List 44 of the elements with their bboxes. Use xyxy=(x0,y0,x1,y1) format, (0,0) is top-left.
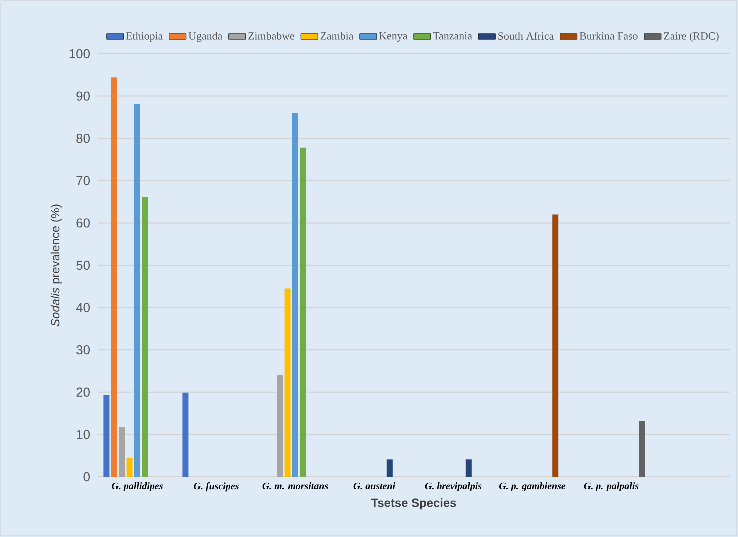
legend-label: Ethiopia xyxy=(126,32,164,42)
bar xyxy=(126,458,133,477)
legend-label: Zambia xyxy=(320,32,354,40)
y-tick-label: 20 xyxy=(76,388,90,397)
legend-label: Tanzania xyxy=(433,32,472,40)
x-tick-label: G. m. morsitans xyxy=(262,482,328,490)
y-tick-label: 30 xyxy=(76,346,90,355)
y-tick-label: 100 xyxy=(70,49,90,59)
bar xyxy=(119,427,126,477)
bar xyxy=(292,113,298,477)
legend-label: Zimbabwe xyxy=(248,32,295,40)
x-tick-label: G. fuscipes xyxy=(194,482,239,492)
y-tick-label: 40 xyxy=(76,303,90,312)
x-tick-label: G. pallidipes xyxy=(112,482,163,492)
bar xyxy=(552,214,559,477)
bar xyxy=(277,375,284,477)
x-tick-label: G. brevipalpis xyxy=(425,482,482,492)
x-tick-label: G. p. gambiense xyxy=(500,482,566,492)
y-tick-label: 50 xyxy=(76,260,90,270)
y-tick-label: 80 xyxy=(76,134,90,144)
bar xyxy=(104,395,110,477)
bar xyxy=(182,392,189,477)
legend-label: Burkina Faso xyxy=(580,32,638,40)
x-tick-label: G. austeni xyxy=(354,482,396,490)
y-tick-label: 10 xyxy=(77,430,90,440)
bar xyxy=(284,288,291,477)
bar xyxy=(134,104,140,477)
y-tick-label: 90 xyxy=(76,92,90,101)
x-tick-label: G. p. palpalis xyxy=(584,482,639,492)
y-tick-label: 0 xyxy=(84,472,90,482)
y-axis-title: Sodalis prevalence (%) xyxy=(50,204,62,327)
legend-label: Uganda xyxy=(188,32,222,42)
x-axis-title: Tsetse Species xyxy=(371,498,456,510)
bar xyxy=(386,460,393,477)
y-tick-label: 60 xyxy=(76,218,90,228)
legend-label: Zaire (RDC) xyxy=(664,32,719,42)
bar xyxy=(300,148,306,477)
bar xyxy=(111,78,118,477)
bar xyxy=(639,421,646,477)
legend-label: South Africa xyxy=(498,32,554,40)
bar xyxy=(142,197,148,477)
legend-label: Kenya xyxy=(379,32,408,42)
y-tick-label: 70 xyxy=(76,176,90,186)
bar xyxy=(466,460,472,477)
